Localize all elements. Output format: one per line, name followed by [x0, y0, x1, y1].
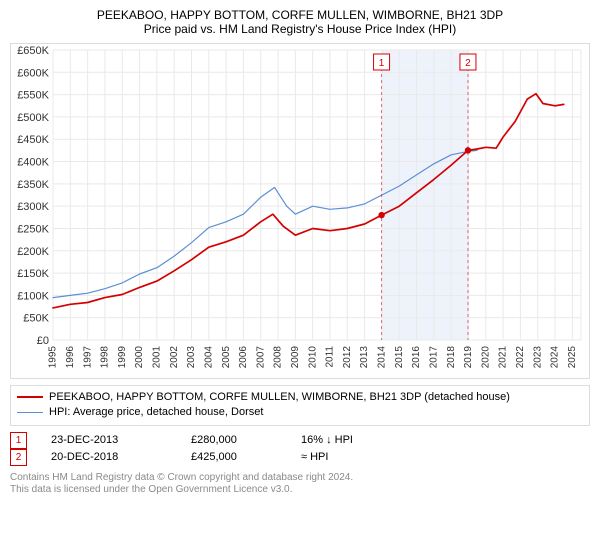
annotation-row: 2 20-DEC-2018 £425,000 ≈ HPI	[10, 449, 590, 466]
svg-text:£200K: £200K	[17, 246, 49, 258]
svg-text:2001: 2001	[152, 345, 163, 368]
line-chart: £0 £50K £100K £150K £200K £250K £300K £350K £400…	[11, 44, 589, 378]
svg-text:2022: 2022	[515, 345, 526, 368]
svg-text:2: 2	[465, 58, 471, 69]
svg-text:2021: 2021	[498, 345, 509, 368]
svg-text:2015: 2015	[394, 345, 405, 368]
svg-text:2023: 2023	[532, 345, 543, 368]
svg-text:£550K: £550K	[17, 89, 49, 101]
svg-text:£500K: £500K	[17, 112, 49, 124]
footer-line: This data is licensed under the Open Gov…	[10, 484, 590, 497]
svg-text:£100K: £100K	[17, 290, 49, 302]
annotation-date: 20-DEC-2018	[51, 449, 171, 466]
svg-text:2012: 2012	[342, 345, 353, 368]
svg-text:2005: 2005	[221, 345, 232, 368]
svg-text:£450K: £450K	[17, 134, 49, 146]
svg-text:2003: 2003	[186, 345, 197, 368]
svg-text:2008: 2008	[273, 345, 284, 368]
legend-item: PEEKABOO, HAPPY BOTTOM, CORFE MULLEN, WI…	[17, 390, 583, 405]
svg-text:£0: £0	[37, 335, 49, 347]
svg-text:£650K: £650K	[17, 45, 49, 57]
svg-text:2019: 2019	[463, 345, 474, 368]
legend-item: HPI: Average price, detached house, Dors…	[17, 405, 583, 420]
legend-swatch-ppd	[17, 396, 43, 398]
annotation-row: 1 23-DEC-2013 £280,000 16% ↓ HPI	[10, 432, 590, 449]
svg-text:2000: 2000	[134, 345, 145, 368]
svg-text:£50K: £50K	[23, 312, 49, 324]
svg-text:2017: 2017	[428, 345, 439, 368]
svg-text:£300K: £300K	[17, 201, 49, 213]
svg-text:2018: 2018	[446, 345, 457, 368]
legend-swatch-hpi	[17, 412, 43, 413]
svg-text:2007: 2007	[255, 345, 266, 368]
svg-text:2014: 2014	[377, 345, 388, 368]
svg-text:1996: 1996	[65, 345, 76, 368]
svg-text:2016: 2016	[411, 345, 422, 368]
annotation-marker-1: 1	[10, 432, 27, 449]
legend: PEEKABOO, HAPPY BOTTOM, CORFE MULLEN, WI…	[10, 385, 590, 426]
svg-text:2013: 2013	[359, 345, 370, 368]
annotation-price: £280,000	[191, 432, 281, 449]
svg-text:2009: 2009	[290, 345, 301, 368]
annotation-price: £425,000	[191, 449, 281, 466]
footer: Contains HM Land Registry data © Crown c…	[10, 472, 590, 497]
legend-label: PEEKABOO, HAPPY BOTTOM, CORFE MULLEN, WI…	[49, 390, 510, 405]
chart-title: PEEKABOO, HAPPY BOTTOM, CORFE MULLEN, WI…	[10, 8, 590, 22]
annotation-date: 23-DEC-2013	[51, 432, 171, 449]
svg-text:2024: 2024	[550, 345, 561, 368]
annotations-table: 1 23-DEC-2013 £280,000 16% ↓ HPI 2 20-DE…	[10, 432, 590, 466]
svg-text:2020: 2020	[480, 345, 491, 368]
svg-text:1: 1	[379, 58, 385, 69]
annotation-diff: ≈ HPI	[301, 449, 401, 466]
svg-text:2010: 2010	[307, 345, 318, 368]
chart-area: £0 £50K £100K £150K £200K £250K £300K £350K £400…	[10, 43, 590, 379]
legend-label: HPI: Average price, detached house, Dors…	[49, 405, 263, 420]
svg-text:£400K: £400K	[17, 156, 49, 168]
annotation-diff: 16% ↓ HPI	[301, 432, 401, 449]
svg-text:£600K: £600K	[17, 67, 49, 79]
chart-subtitle: Price paid vs. HM Land Registry's House …	[10, 22, 590, 36]
svg-text:£150K: £150K	[17, 268, 49, 280]
svg-text:2025: 2025	[567, 345, 578, 368]
svg-text:2002: 2002	[169, 345, 180, 368]
svg-text:£250K: £250K	[17, 223, 49, 235]
svg-text:2011: 2011	[325, 345, 336, 367]
annotation-marker-2: 2	[10, 449, 27, 466]
svg-text:1997: 1997	[82, 345, 93, 368]
svg-text:1999: 1999	[117, 345, 128, 368]
svg-text:1995: 1995	[48, 345, 59, 368]
footer-line: Contains HM Land Registry data © Crown c…	[10, 472, 590, 485]
svg-text:2004: 2004	[203, 345, 214, 368]
svg-text:£350K: £350K	[17, 179, 49, 191]
svg-text:1998: 1998	[100, 345, 111, 368]
svg-text:2006: 2006	[238, 345, 249, 368]
